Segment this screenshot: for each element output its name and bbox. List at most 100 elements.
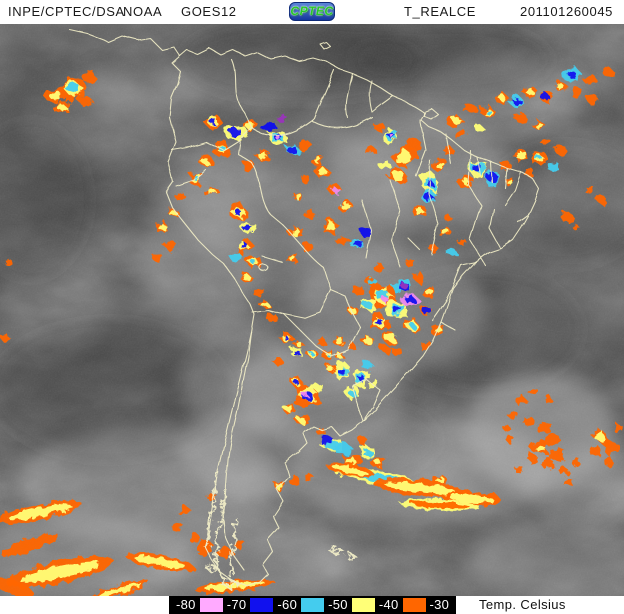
- convective-cluster: [353, 240, 363, 248]
- convective-cluster: [313, 157, 322, 164]
- convective-cluster: [563, 477, 573, 486]
- grain-texture: [0, 24, 624, 596]
- convective-cluster: [381, 297, 390, 304]
- convective-cluster: [4, 259, 13, 266]
- convective-cluster: [463, 102, 478, 114]
- convective-cluster: [325, 221, 336, 231]
- convective-cluster: [0, 333, 11, 343]
- convective-cluster: [282, 404, 293, 413]
- convective-cluster: [152, 254, 163, 263]
- legend-swatch: [301, 598, 325, 612]
- convective-cluster: [373, 318, 382, 325]
- legend-swatch: [351, 598, 375, 612]
- convective-cluster: [515, 465, 524, 475]
- convective-cluster: [295, 341, 302, 347]
- convective-cluster: [368, 379, 379, 389]
- convective-cluster: [420, 340, 432, 351]
- convective-cluster: [547, 448, 565, 463]
- legend-label: -30: [429, 597, 450, 612]
- island-marajo: [423, 108, 439, 120]
- convective-cluster: [334, 337, 343, 344]
- cloud-band: [372, 478, 468, 498]
- convective-cluster: [368, 277, 377, 285]
- convective-cluster: [253, 287, 264, 296]
- convective-cluster: [241, 225, 252, 231]
- convective-cluster: [286, 146, 297, 155]
- convective-cluster: [175, 191, 186, 201]
- convective-cluster: [450, 115, 460, 125]
- convective-cluster: [589, 445, 602, 459]
- convective-cluster: [337, 353, 344, 360]
- convective-cluster: [317, 167, 328, 176]
- convective-cluster: [374, 263, 385, 273]
- convective-cluster: [157, 223, 167, 232]
- convective-cluster: [337, 368, 345, 375]
- convective-cluster: [415, 206, 425, 215]
- convective-cluster: [265, 312, 279, 323]
- convective-cluster: [484, 109, 492, 115]
- convective-cluster: [425, 287, 434, 296]
- convective-cluster: [309, 352, 314, 356]
- convective-cluster: [363, 336, 373, 344]
- convective-cluster: [277, 112, 289, 122]
- convective-cluster: [299, 140, 311, 152]
- convective-cluster: [365, 146, 378, 155]
- convective-cluster: [326, 365, 334, 371]
- convective-cluster: [302, 209, 317, 221]
- convective-cluster: [395, 149, 412, 164]
- convective-cluster: [497, 94, 507, 102]
- convective-cluster: [520, 417, 535, 426]
- satellite-image: [0, 20, 624, 605]
- cloud-band: [91, 579, 149, 601]
- convective-cluster: [217, 546, 235, 561]
- cloud-band: [0, 500, 82, 524]
- convective-cluster: [373, 459, 382, 467]
- legend-bar: -80 -70 -60 -50 -40 -30 Temp. Celsius: [0, 596, 624, 614]
- convective-cluster: [447, 247, 458, 257]
- convective-cluster: [379, 344, 393, 354]
- legend-label: -60: [277, 597, 298, 612]
- convective-cluster: [558, 465, 569, 476]
- cptec-logo: CPTEC: [289, 2, 335, 21]
- convective-cluster: [310, 382, 324, 393]
- convective-cluster: [389, 134, 394, 139]
- convective-cluster: [345, 457, 357, 468]
- convective-cluster: [534, 443, 546, 453]
- convective-cluster: [229, 251, 242, 263]
- convective-cluster: [317, 337, 327, 345]
- convective-cluster: [341, 203, 351, 211]
- convective-cluster: [537, 422, 552, 434]
- convective-cluster: [172, 522, 183, 532]
- cloud-band-layer: [98, 582, 142, 598]
- convective-cluster: [210, 119, 217, 126]
- convective-cluster: [547, 160, 559, 172]
- cloud-band-layer: [0, 575, 34, 597]
- convective-cluster: [434, 161, 445, 170]
- agency-label: INPE/CPTEC/DSA: [8, 4, 125, 19]
- convective-cluster: [566, 70, 577, 78]
- convective-cluster: [189, 533, 201, 544]
- convective-cluster: [427, 243, 439, 253]
- convective-cluster: [372, 122, 387, 134]
- convective-cluster: [526, 452, 539, 464]
- convective-cluster: [359, 361, 375, 371]
- convective-cluster: [275, 135, 281, 141]
- satellite-map: [0, 20, 624, 605]
- convective-cluster: [167, 209, 176, 216]
- convective-cluster: [360, 228, 372, 238]
- convective-cluster: [392, 306, 401, 314]
- cloud-band: [400, 498, 480, 512]
- legend-swatch: [402, 598, 426, 612]
- legend-swatch: [250, 598, 274, 612]
- convective-cluster: [357, 374, 364, 382]
- convective-cluster: [525, 87, 535, 95]
- coastline-pacific: [69, 29, 255, 549]
- convective-cluster: [603, 456, 613, 467]
- legend-swatch: [199, 598, 223, 612]
- convective-cluster: [393, 172, 404, 182]
- legend-label: -70: [226, 597, 247, 612]
- convective-cluster: [399, 282, 408, 290]
- convective-cluster: [593, 430, 606, 442]
- convective-cluster: [234, 539, 246, 550]
- convective-cluster: [506, 411, 518, 420]
